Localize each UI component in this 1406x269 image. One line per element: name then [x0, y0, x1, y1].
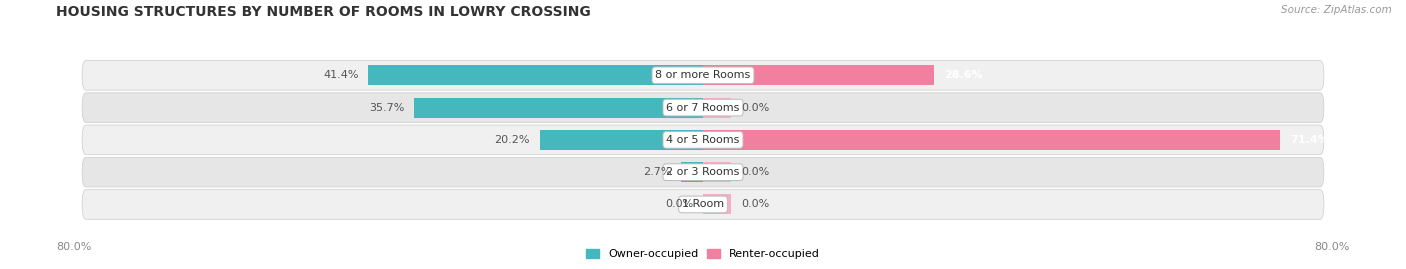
Bar: [415, 98, 703, 118]
Text: 20.2%: 20.2%: [495, 135, 530, 145]
FancyBboxPatch shape: [82, 125, 1324, 155]
Bar: [703, 194, 731, 214]
Text: 41.4%: 41.4%: [323, 70, 359, 80]
Text: 80.0%: 80.0%: [1315, 242, 1350, 252]
Bar: [703, 162, 731, 182]
Bar: [703, 130, 1281, 150]
Text: 4 or 5 Rooms: 4 or 5 Rooms: [666, 135, 740, 145]
Bar: [368, 65, 703, 85]
Text: 2 or 3 Rooms: 2 or 3 Rooms: [666, 167, 740, 177]
Text: 1 Room: 1 Room: [682, 199, 724, 210]
Text: 0.0%: 0.0%: [741, 167, 769, 177]
FancyBboxPatch shape: [82, 93, 1324, 122]
Text: 2.7%: 2.7%: [643, 167, 672, 177]
Bar: [540, 130, 703, 150]
Bar: [703, 65, 934, 85]
Text: 71.4%: 71.4%: [1289, 135, 1329, 145]
Legend: Owner-occupied, Renter-occupied: Owner-occupied, Renter-occupied: [581, 244, 825, 263]
Text: 28.6%: 28.6%: [943, 70, 983, 80]
Text: 0.0%: 0.0%: [665, 199, 693, 210]
Text: 0.0%: 0.0%: [741, 102, 769, 113]
FancyBboxPatch shape: [82, 157, 1324, 187]
Text: 6 or 7 Rooms: 6 or 7 Rooms: [666, 102, 740, 113]
Text: 0.0%: 0.0%: [741, 199, 769, 210]
Text: 8 or more Rooms: 8 or more Rooms: [655, 70, 751, 80]
Bar: [703, 98, 731, 118]
FancyBboxPatch shape: [82, 190, 1324, 219]
FancyBboxPatch shape: [82, 61, 1324, 90]
Text: Source: ZipAtlas.com: Source: ZipAtlas.com: [1281, 5, 1392, 15]
Bar: [681, 162, 703, 182]
Text: HOUSING STRUCTURES BY NUMBER OF ROOMS IN LOWRY CROSSING: HOUSING STRUCTURES BY NUMBER OF ROOMS IN…: [56, 5, 591, 19]
Text: 35.7%: 35.7%: [370, 102, 405, 113]
Text: 80.0%: 80.0%: [56, 242, 91, 252]
